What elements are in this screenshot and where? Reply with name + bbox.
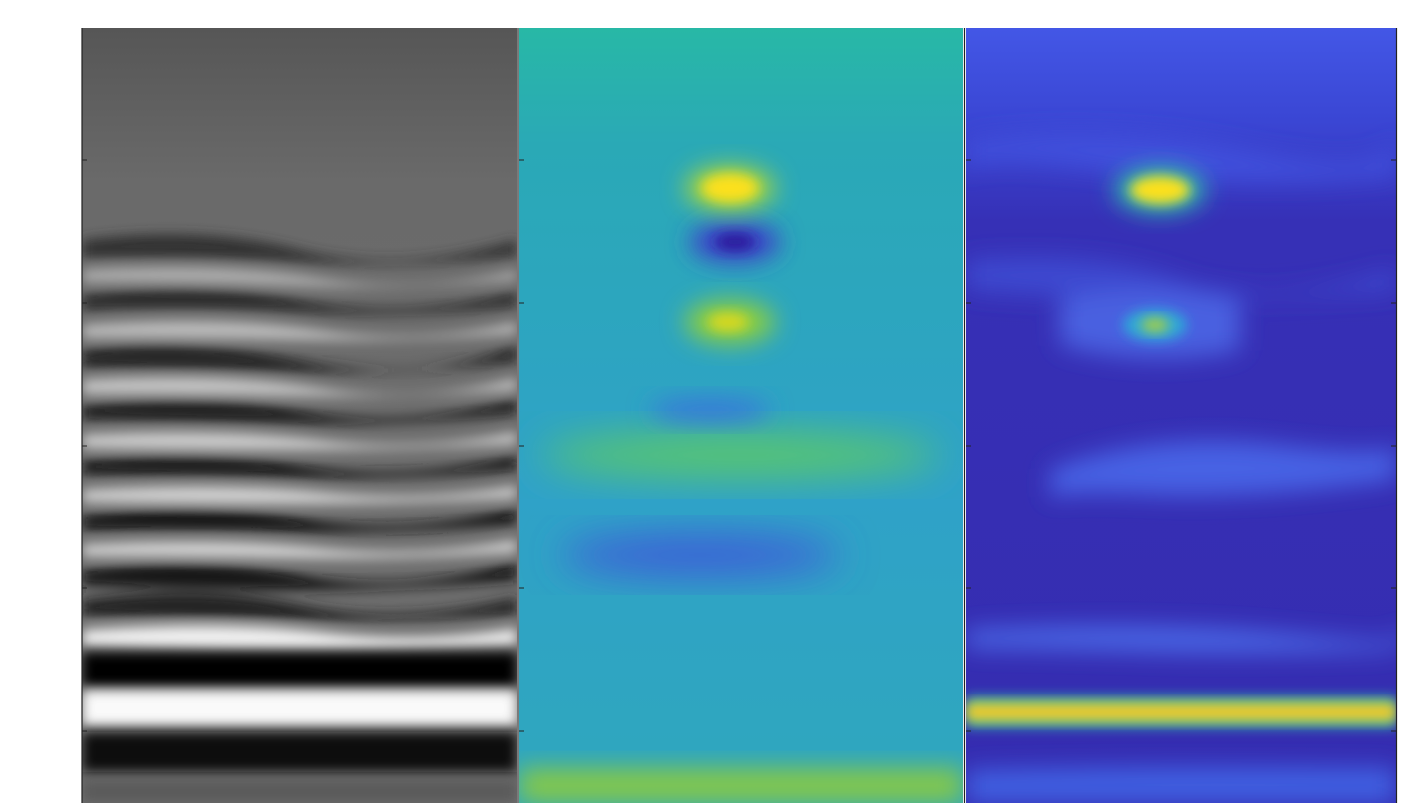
blob xyxy=(1130,176,1190,204)
page: (() => { const data = JSON.parse(documen… xyxy=(0,0,1401,803)
blob xyxy=(1141,318,1169,332)
blob xyxy=(708,313,748,331)
band xyxy=(82,780,517,803)
blob xyxy=(650,398,770,422)
viridis-panel xyxy=(519,28,963,803)
band xyxy=(519,768,963,803)
band xyxy=(560,535,840,575)
grayscale-panel xyxy=(82,28,517,803)
band xyxy=(966,703,1396,721)
blob xyxy=(715,233,755,251)
dark-band xyxy=(82,732,517,772)
dark-band xyxy=(82,652,517,688)
band xyxy=(540,433,940,477)
figure xyxy=(0,0,1401,803)
parula-panel xyxy=(964,28,1401,803)
blob xyxy=(702,174,758,202)
bright-band xyxy=(82,690,517,726)
